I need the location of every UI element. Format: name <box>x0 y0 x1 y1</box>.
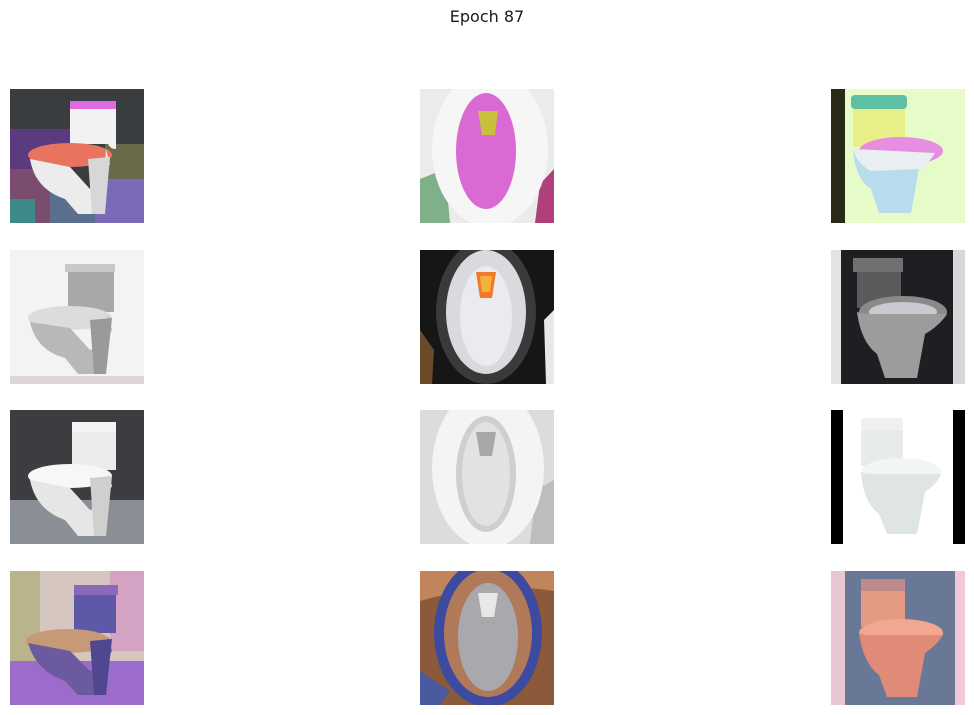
image-tile-r3-c2 <box>420 410 554 544</box>
image-tile-r4-c1 <box>10 571 144 705</box>
image-tile-r3-c3 <box>831 410 965 544</box>
image-tile-r1-c1 <box>10 89 144 223</box>
image-tile-r2-c3 <box>831 250 965 384</box>
image-tile-r2-c1 <box>10 250 144 384</box>
image-tile-r2-c2 <box>420 250 554 384</box>
image-tile-r3-c1 <box>10 410 144 544</box>
image-tile-r1-c3 <box>831 89 965 223</box>
image-tile-r1-c2 <box>420 89 554 223</box>
figure-title: Epoch 87 <box>449 7 525 26</box>
image-tile-r4-c2 <box>420 571 554 705</box>
image-tile-r4-c3 <box>831 571 965 705</box>
